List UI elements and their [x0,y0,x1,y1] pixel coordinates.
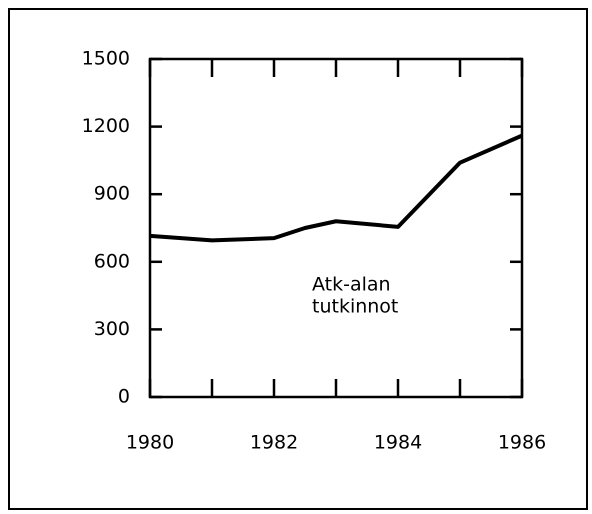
x-tick-label: 1982 [250,432,298,454]
x-tick-label: 1980 [126,432,174,454]
y-tick-label: 900 [94,183,130,205]
y-tick-label: 300 [94,318,130,340]
y-tick-label: 600 [94,250,130,272]
y-tick-label: 1200 [82,115,130,137]
annotation: tutkinnot [312,296,398,318]
plot-area [148,57,524,399]
frame [8,8,588,510]
y-tick-label: 0 [118,386,130,408]
x-tick-label: 1986 [498,432,546,454]
x-tick-label: 1984 [374,432,422,454]
line [149,133,523,243]
annotation: Atk-alan [312,274,391,296]
y-tick-label: 1500 [82,48,130,70]
